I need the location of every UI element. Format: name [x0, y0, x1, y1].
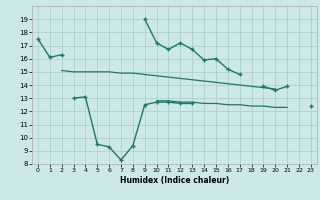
X-axis label: Humidex (Indice chaleur): Humidex (Indice chaleur) [120, 176, 229, 185]
